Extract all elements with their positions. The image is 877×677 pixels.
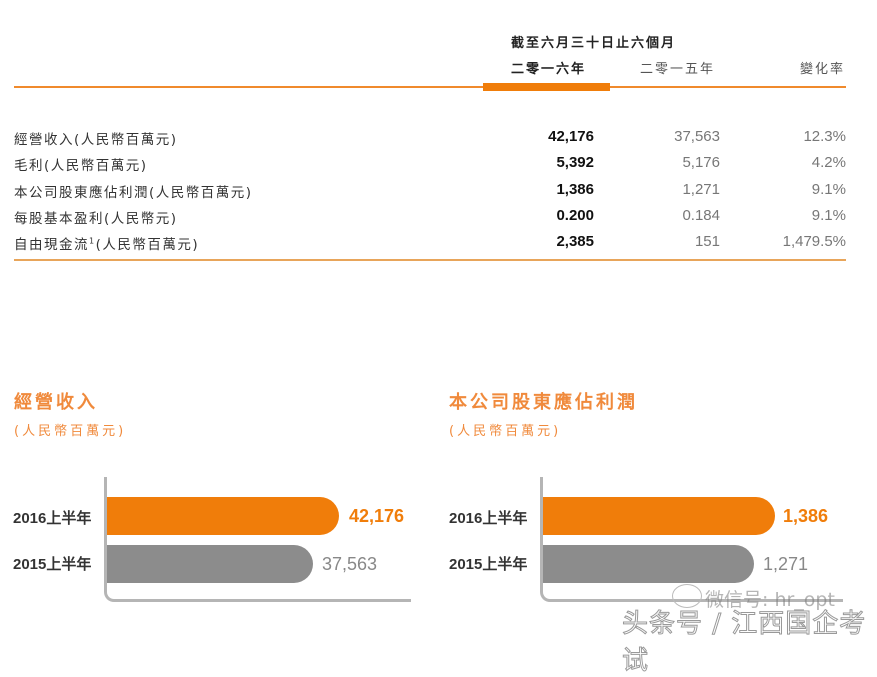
category-label-2016: 2016上半年 <box>13 510 92 527</box>
value-change: 1,479.5% <box>782 233 846 250</box>
value-change: 12.3% <box>803 128 846 145</box>
value-2015: 0.184 <box>682 207 720 224</box>
value-change: 9.1% <box>811 207 846 224</box>
header-rule <box>14 86 846 88</box>
value-2015: 151 <box>694 233 720 250</box>
bar-2016 <box>107 497 339 535</box>
value-change: 9.1% <box>811 181 846 198</box>
value-2016: 42,176 <box>548 128 594 145</box>
table-row: 經營收入(人民幣百萬元) 42,176 37,563 12.3% <box>14 124 846 150</box>
footnote-marker: 1 <box>89 236 96 246</box>
bar-value-2016: 42,176 <box>349 506 405 526</box>
chart-title-revenue: 經營收入 <box>14 392 98 413</box>
chart-title-profit: 本公司股東應佔利潤 <box>449 392 638 413</box>
bar-value-2015: 1,271 <box>763 554 809 574</box>
row-label: 自由現金流1(人民幣百萬元) <box>14 233 200 254</box>
watermark-toutiao: 头条号 / 江西国企考试 <box>622 609 867 677</box>
row-label-unit: (人民幣百萬元) <box>95 237 200 253</box>
row-label-main: 自由現金流 <box>14 237 89 253</box>
table-row: 本公司股東應佔利潤(人民幣百萬元) 1,386 1,271 9.1% <box>14 177 846 203</box>
watermark-wechat: 微信号: hr_opt <box>705 589 835 611</box>
value-2016: 1,386 <box>556 181 594 198</box>
table-row: 每股基本盈利(人民幣元) 0.200 0.184 9.1% <box>14 203 846 229</box>
row-label: 每股基本盈利(人民幣元) <box>14 211 178 227</box>
chart-unit-profit: (人民幣百萬元) <box>449 424 562 439</box>
row-label: 毛利(人民幣百萬元) <box>14 158 148 174</box>
column-header-2015: 二零一五年 <box>640 62 716 77</box>
chart-unit-revenue: (人民幣百萬元) <box>14 424 127 439</box>
bar-value-2015: 37,563 <box>322 554 378 574</box>
row-label: 本公司股東應佔利潤(人民幣百萬元) <box>14 185 253 201</box>
column-header-2016: 二零一六年 <box>511 62 587 77</box>
category-label-2015: 2015上半年 <box>449 556 528 573</box>
column-header-change: 變化率 <box>799 62 845 77</box>
table-row: 毛利(人民幣百萬元) 5,392 5,176 4.2% <box>14 150 846 176</box>
category-label-2016: 2016上半年 <box>449 510 528 527</box>
period-header: 截至六月三十日止六個月 <box>511 36 677 51</box>
value-2016: 0.200 <box>556 207 594 224</box>
table-bottom-rule <box>14 259 846 261</box>
chart-axis <box>540 477 843 602</box>
row-label: 經營收入(人民幣百萬元) <box>14 132 178 148</box>
chart-axis <box>104 477 411 602</box>
value-2016: 5,392 <box>556 154 594 171</box>
value-2015: 5,176 <box>682 154 720 171</box>
value-change: 4.2% <box>811 154 846 171</box>
bar-2015 <box>543 545 754 583</box>
value-2015: 37,563 <box>674 128 720 145</box>
wechat-icon <box>672 584 702 608</box>
bar-2015 <box>107 545 313 583</box>
table-row: 自由現金流1(人民幣百萬元) 2,385 151 1,479.5% <box>14 229 846 255</box>
header-rule-highlight <box>483 83 610 91</box>
category-label-2015: 2015上半年 <box>13 556 92 573</box>
value-2015: 1,271 <box>682 181 720 198</box>
bar-2016 <box>543 497 775 535</box>
bar-value-2016: 1,386 <box>783 506 829 526</box>
value-2016: 2,385 <box>556 233 594 250</box>
